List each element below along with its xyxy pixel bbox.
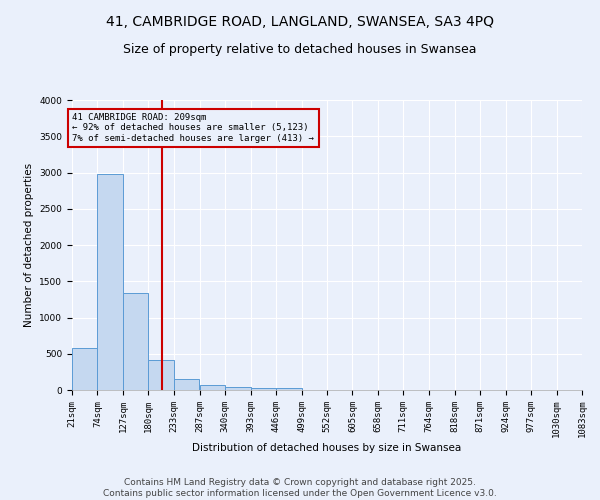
Text: Size of property relative to detached houses in Swansea: Size of property relative to detached ho… [123, 42, 477, 56]
Bar [276, 388, 302, 390]
Text: Contains HM Land Registry data © Crown copyright and database right 2025.
Contai: Contains HM Land Registry data © Crown c… [103, 478, 497, 498]
Bar [225, 387, 251, 390]
Y-axis label: Number of detached properties: Number of detached properties [24, 163, 34, 327]
Bar [251, 388, 276, 390]
Text: 41, CAMBRIDGE ROAD, LANGLAND, SWANSEA, SA3 4PQ: 41, CAMBRIDGE ROAD, LANGLAND, SWANSEA, S… [106, 15, 494, 29]
Bar [97, 174, 123, 390]
Bar [72, 348, 97, 390]
Bar [200, 385, 225, 390]
Bar [174, 379, 199, 390]
Text: 41 CAMBRIDGE ROAD: 209sqm
← 92% of detached houses are smaller (5,123)
7% of sem: 41 CAMBRIDGE ROAD: 209sqm ← 92% of detac… [73, 113, 314, 143]
X-axis label: Distribution of detached houses by size in Swansea: Distribution of detached houses by size … [193, 443, 461, 453]
Bar [123, 293, 148, 390]
Bar [148, 360, 174, 390]
